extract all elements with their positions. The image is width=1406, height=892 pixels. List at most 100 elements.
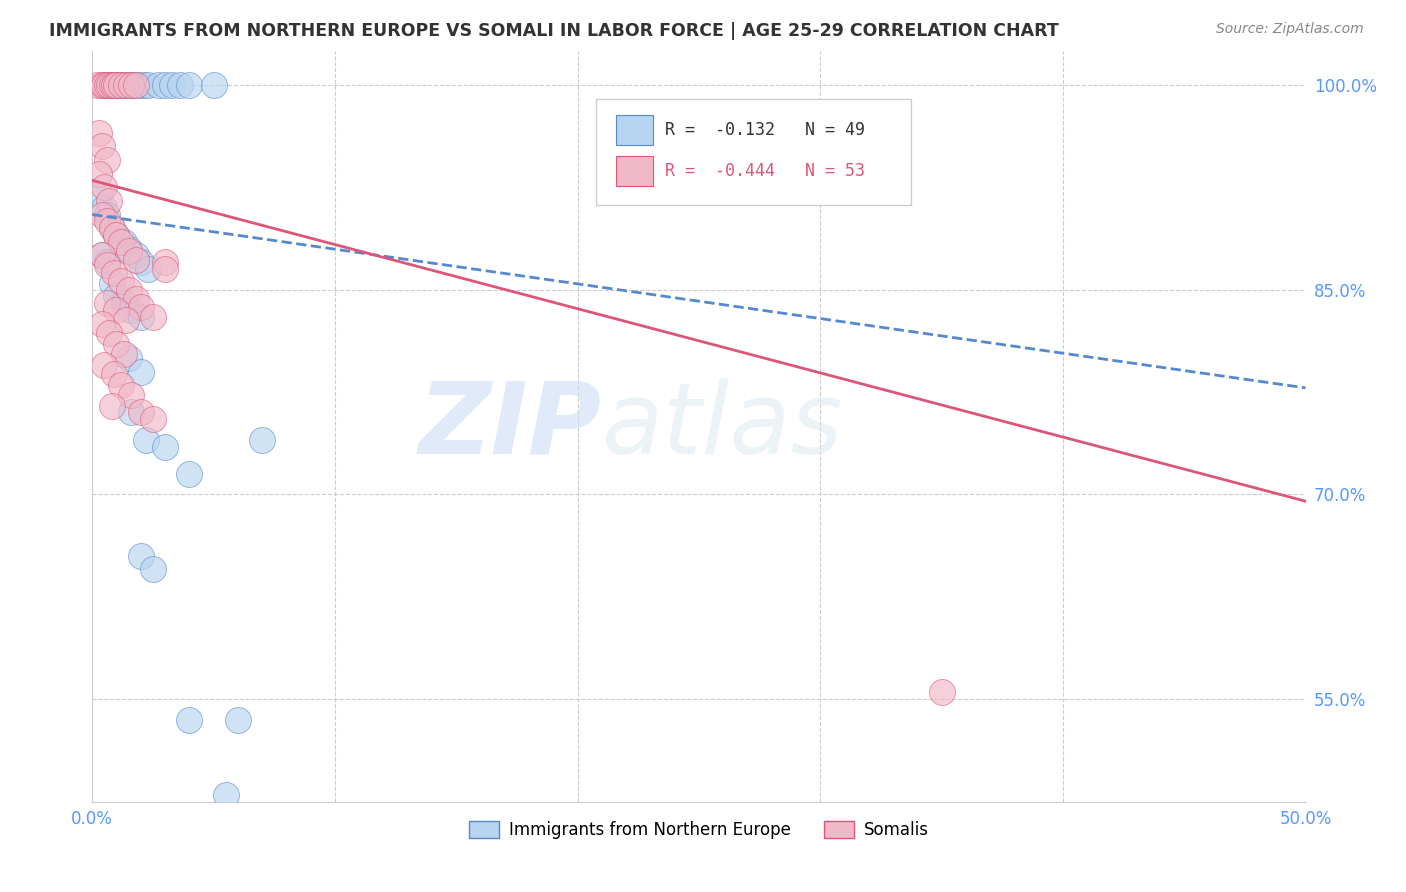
Point — [112, 296, 135, 310]
Point — [98, 326, 121, 341]
Point — [214, 788, 236, 802]
Point — [93, 201, 115, 215]
Point — [112, 78, 135, 92]
Point — [115, 78, 138, 92]
Point — [132, 78, 155, 92]
Point — [105, 227, 128, 242]
Point — [127, 78, 149, 92]
Text: R =  -0.444   N = 53: R = -0.444 N = 53 — [665, 161, 865, 180]
Point — [100, 221, 122, 235]
Point — [142, 310, 165, 324]
Point — [89, 126, 111, 140]
Point — [98, 78, 121, 92]
Point — [129, 549, 152, 563]
Point — [146, 78, 169, 92]
Point — [179, 713, 201, 727]
Point — [162, 78, 184, 92]
Point — [110, 274, 132, 288]
Point — [103, 266, 125, 280]
Point — [90, 317, 112, 331]
Point — [93, 180, 115, 194]
Point — [120, 78, 142, 92]
Point — [117, 283, 139, 297]
Point — [96, 296, 118, 310]
Point — [98, 194, 121, 208]
Point — [103, 368, 125, 382]
Point — [86, 78, 108, 92]
Point — [90, 207, 112, 221]
Point — [135, 433, 157, 447]
Point — [117, 242, 139, 256]
Point — [226, 713, 249, 727]
Point — [112, 347, 135, 361]
Point — [93, 78, 115, 92]
Point — [89, 187, 111, 202]
Point — [110, 78, 132, 92]
Point — [96, 78, 118, 92]
Point — [202, 78, 225, 92]
Point — [90, 248, 112, 262]
Point — [105, 227, 128, 242]
Text: Source: ZipAtlas.com: Source: ZipAtlas.com — [1216, 22, 1364, 37]
Text: IMMIGRANTS FROM NORTHERN EUROPE VS SOMALI IN LABOR FORCE | AGE 25-29 CORRELATION: IMMIGRANTS FROM NORTHERN EUROPE VS SOMAL… — [49, 22, 1059, 40]
Point — [125, 252, 148, 267]
Point — [117, 351, 139, 365]
Point — [115, 312, 138, 326]
Point — [129, 255, 152, 269]
Point — [179, 467, 201, 481]
Point — [93, 78, 115, 92]
Point — [153, 262, 176, 277]
Point — [122, 78, 145, 92]
Point — [90, 248, 112, 262]
Point — [250, 433, 273, 447]
Point — [142, 562, 165, 576]
Point — [100, 78, 122, 92]
Point — [129, 364, 152, 378]
Point — [110, 378, 132, 392]
Point — [120, 303, 142, 318]
Point — [103, 78, 125, 92]
Point — [125, 78, 148, 92]
Point — [105, 337, 128, 351]
Point — [96, 153, 118, 167]
Point — [100, 221, 122, 235]
Point — [112, 235, 135, 249]
Point — [96, 255, 118, 269]
Point — [98, 78, 121, 92]
FancyBboxPatch shape — [616, 156, 652, 186]
Point — [100, 276, 122, 290]
Point — [120, 405, 142, 419]
Point — [108, 78, 131, 92]
Point — [105, 303, 128, 318]
Point — [179, 78, 201, 92]
Point — [136, 78, 159, 92]
Point — [96, 258, 118, 272]
Point — [153, 440, 176, 454]
Text: ZIP: ZIP — [419, 377, 602, 475]
Point — [100, 399, 122, 413]
Point — [153, 78, 176, 92]
Point — [117, 78, 139, 92]
Point — [136, 262, 159, 277]
Point — [105, 78, 128, 92]
Point — [103, 78, 125, 92]
Point — [117, 244, 139, 259]
Point — [125, 248, 148, 262]
Text: atlas: atlas — [602, 377, 844, 475]
Point — [105, 78, 128, 92]
Point — [125, 292, 148, 306]
Point — [96, 214, 118, 228]
Point — [105, 289, 128, 303]
Point — [89, 167, 111, 181]
Point — [115, 78, 138, 92]
Point — [110, 78, 132, 92]
Point — [931, 685, 953, 699]
FancyBboxPatch shape — [616, 114, 652, 145]
Point — [93, 358, 115, 372]
Point — [129, 405, 152, 419]
Point — [169, 78, 191, 92]
Point — [153, 255, 176, 269]
Point — [96, 207, 118, 221]
Point — [142, 412, 165, 426]
Point — [129, 301, 152, 315]
